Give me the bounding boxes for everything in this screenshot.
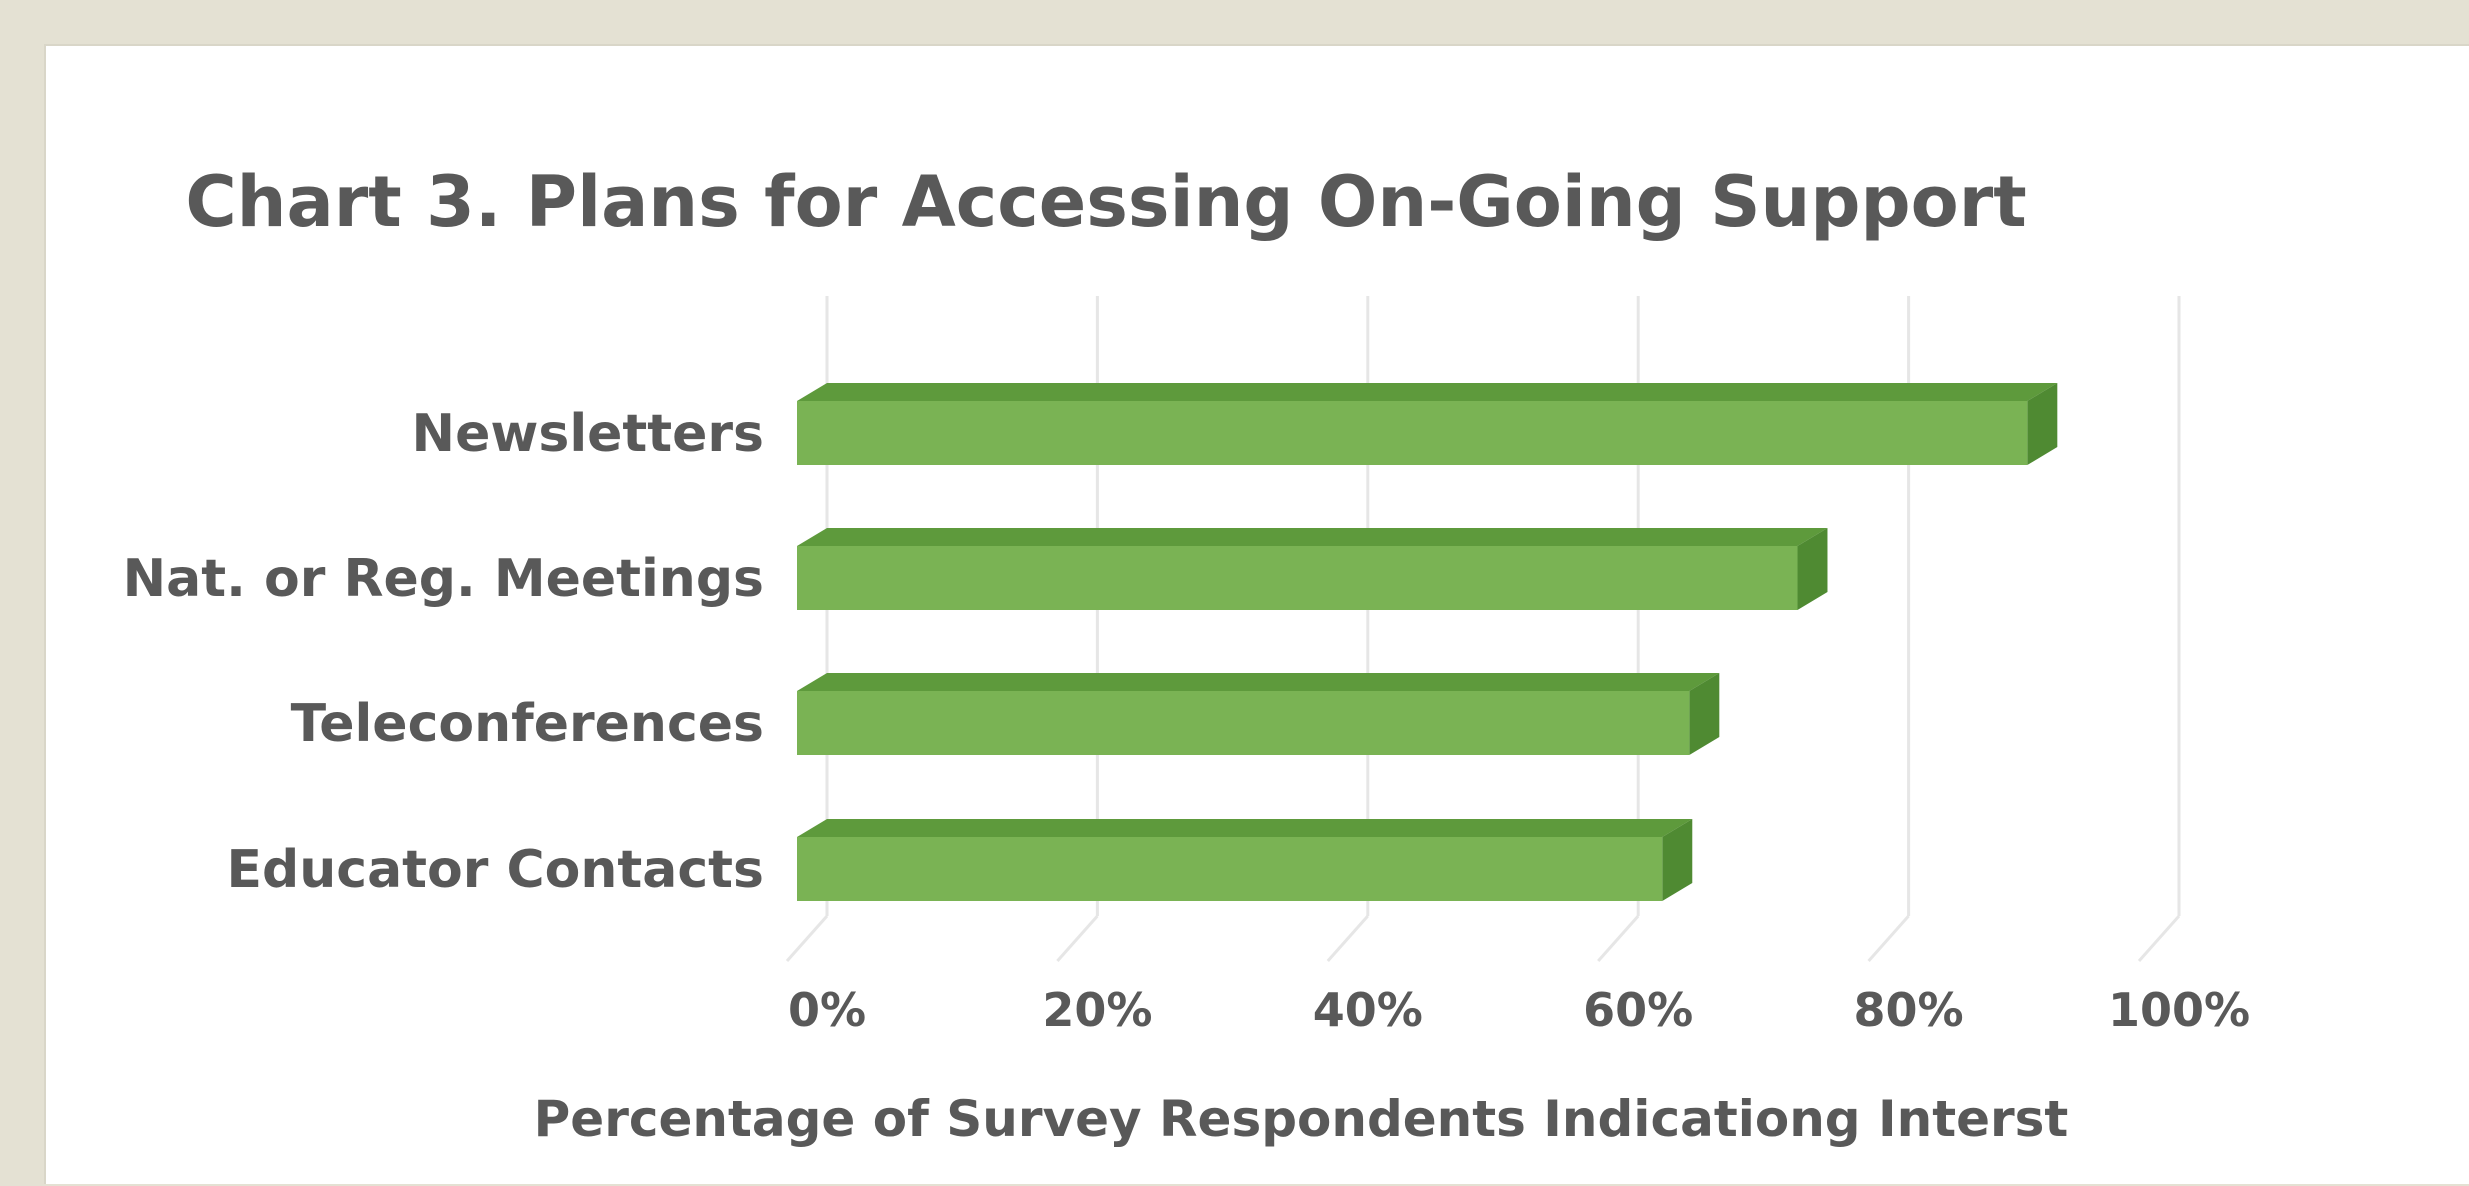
gridline-floor bbox=[1597, 915, 1640, 962]
bar-front-face bbox=[797, 401, 2028, 465]
bar-front-face bbox=[797, 837, 1663, 901]
bar bbox=[797, 819, 1693, 901]
gridline-floor bbox=[2137, 915, 2181, 962]
category-label: Newsletters bbox=[412, 404, 764, 464]
category-label: Educator Contacts bbox=[227, 840, 765, 900]
bar-top-face bbox=[797, 383, 2058, 401]
tick-label: 100% bbox=[2108, 983, 2250, 1037]
bar-side-face bbox=[1662, 819, 1693, 901]
bar bbox=[797, 528, 1828, 610]
bars bbox=[797, 383, 2058, 901]
tick-label: 40% bbox=[1313, 983, 1423, 1037]
bar-top-face bbox=[797, 528, 1828, 546]
bar-side-face bbox=[1689, 673, 1720, 755]
bar-front-face bbox=[797, 691, 1690, 755]
tick-label: 60% bbox=[1583, 983, 1693, 1037]
gridline-floor bbox=[1867, 915, 1910, 962]
gridline-floor bbox=[785, 915, 829, 962]
tick-label: 20% bbox=[1042, 983, 1152, 1037]
gridline-floor bbox=[1326, 915, 1369, 962]
bar-top-face bbox=[797, 819, 1693, 837]
chart-panel: Chart 3. Plans for Accessing On-Going Su… bbox=[44, 44, 2469, 1184]
bar-chart: Chart 3. Plans for Accessing On-Going Su… bbox=[123, 161, 2250, 1148]
category-labels: Newsletters Nat. or Reg. Meetings Teleconf… bbox=[123, 404, 764, 900]
bar-side-face bbox=[1797, 528, 1828, 610]
chart-title: Chart 3. Plans for Accessing On-Going Su… bbox=[185, 161, 2026, 243]
bar bbox=[797, 673, 1720, 755]
bar-front-face bbox=[797, 546, 1798, 610]
x-axis-label: Percentage of Survey Respondents Indicat… bbox=[534, 1090, 2069, 1148]
gridline-floor bbox=[1056, 915, 1099, 962]
tick-label: 80% bbox=[1854, 983, 1964, 1037]
bar-top-face bbox=[797, 673, 1720, 691]
bar-side-face bbox=[2027, 383, 2058, 465]
tick-label: 0% bbox=[788, 983, 866, 1037]
category-label: Teleconferences bbox=[291, 694, 764, 754]
category-label: Nat. or Reg. Meetings bbox=[123, 549, 764, 609]
bar bbox=[797, 383, 2058, 465]
tick-labels: 0% 20% 40% 60% 80% 100% bbox=[788, 983, 2250, 1037]
